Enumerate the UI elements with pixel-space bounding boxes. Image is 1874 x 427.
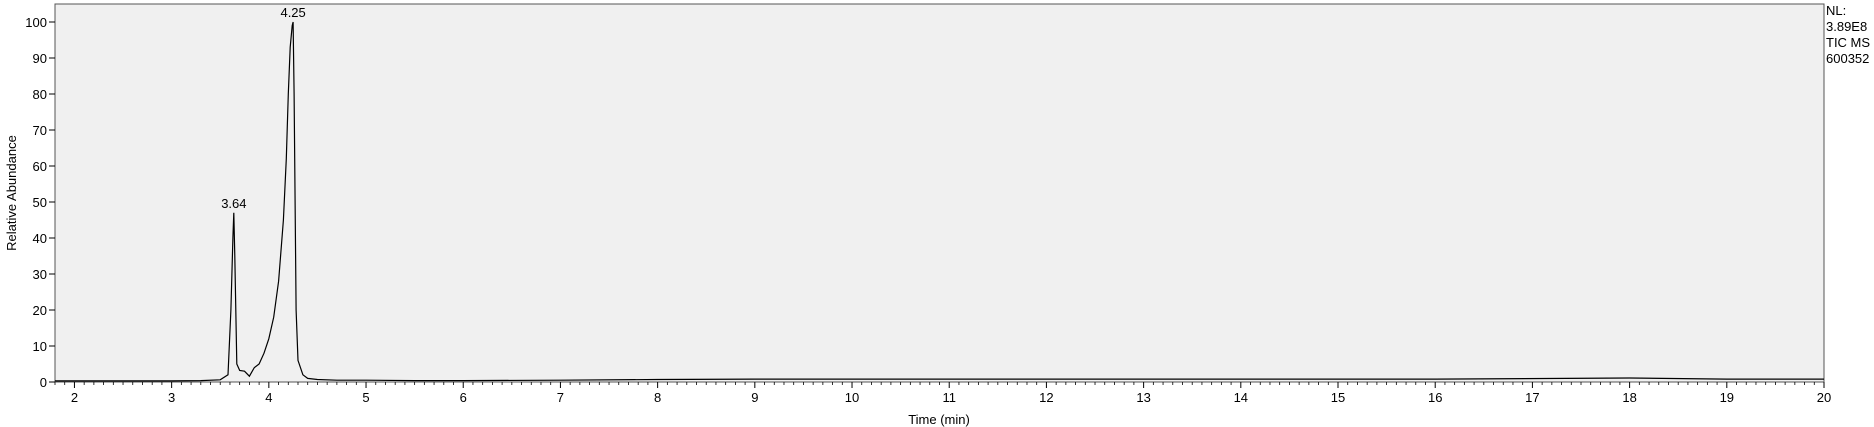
x-tick-label: 3	[168, 390, 175, 405]
plot-area	[54, 3, 1825, 383]
x-tick-label: 11	[942, 390, 956, 405]
chromatogram-trace	[55, 21, 1824, 382]
info-line: NL:	[1826, 3, 1846, 18]
x-tick-label: 6	[460, 390, 467, 405]
info-line: TIC MS	[1826, 35, 1870, 50]
x-tick-label: 2	[71, 390, 78, 405]
y-tick-label: 40	[33, 231, 47, 246]
y-axis: 0 10 20 30 40 50 60 70 80 90 100	[25, 15, 55, 390]
x-tick-label: 4	[265, 390, 272, 405]
x-tick-label: 20	[1817, 390, 1831, 405]
x-tick-label: 17	[1525, 390, 1539, 405]
peak-labels: 3.64 4.25	[221, 5, 306, 211]
x-axis-title: Time (min)	[908, 412, 970, 427]
x-tick-label: 18	[1622, 390, 1636, 405]
x-tick-label: 13	[1136, 390, 1150, 405]
x-tick-label: 15	[1331, 390, 1345, 405]
x-tick-label: 9	[751, 390, 758, 405]
x-tick-label: 10	[845, 390, 859, 405]
y-tick-label: 100	[25, 15, 47, 30]
y-tick-label: 90	[33, 51, 47, 66]
y-tick-label: 60	[33, 159, 47, 174]
y-tick-label: 10	[33, 339, 47, 354]
x-tick-label: 16	[1428, 390, 1442, 405]
x-tick-label: 12	[1039, 390, 1053, 405]
x-tick-label: 8	[654, 390, 661, 405]
y-tick-label: 50	[33, 195, 47, 210]
x-tick-label: 19	[1720, 390, 1734, 405]
y-axis-title: Relative Abundance	[4, 135, 19, 251]
x-tick-label: 5	[362, 390, 369, 405]
y-tick-label: 30	[33, 267, 47, 282]
y-tick-label: 0	[40, 375, 47, 390]
x-tick-label: 7	[557, 390, 564, 405]
x-tick-label: 14	[1234, 390, 1248, 405]
y-tick-label: 70	[33, 123, 47, 138]
y-tick-label: 20	[33, 303, 47, 318]
x-axis: 2 3 4 5 6 7 8 9 10 11 12 13 14 15 16 17 18 19 20	[54, 382, 1831, 405]
info-line: 600352	[1826, 51, 1869, 66]
peak-label: 3.64	[221, 196, 246, 211]
y-tick-label: 80	[33, 87, 47, 102]
peak-label: 4.25	[280, 5, 305, 20]
info-line: 3.89E8	[1826, 19, 1867, 34]
